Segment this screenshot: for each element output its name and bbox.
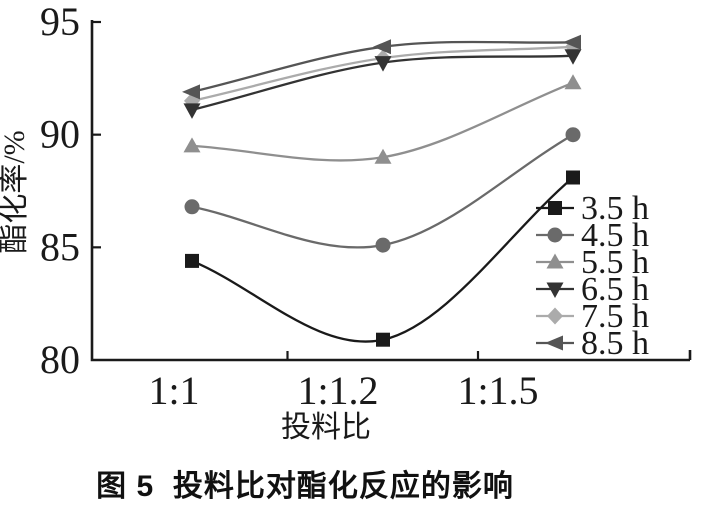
series-line-3.5-h — [191, 176, 574, 343]
legend-label: 8.5 h — [581, 325, 649, 362]
legend-item: 8.5 h — [536, 325, 649, 362]
legend-item: 5.5 h — [536, 244, 649, 281]
y-tick-label: 95 — [40, 0, 80, 44]
y-axis-title: 酯化率/% — [0, 130, 31, 253]
legend-label: 7.5 h — [581, 298, 649, 335]
data-point-8.5-h — [563, 34, 581, 50]
data-point-8.5-h — [182, 84, 200, 100]
legend: 3.5 h4.5 h5.5 h6.5 h7.5 h8.5 h — [536, 190, 649, 362]
legend-marker-arrow-left — [545, 335, 563, 351]
data-point-6.5-h — [374, 56, 392, 72]
data-point-3.5-h — [376, 332, 390, 347]
legend-label: 4.5 h — [581, 217, 649, 254]
y-tick-label: 90 — [40, 112, 80, 157]
data-point-3.5-h — [185, 253, 199, 268]
data-point-5.5-h — [374, 148, 392, 164]
figure-caption: 图 5 投料比对酯化反应的影响 — [96, 470, 514, 503]
y-tick-label: 80 — [40, 337, 80, 382]
legend-marker-square — [548, 201, 562, 215]
legend-marker-diamond — [547, 307, 563, 325]
legend-item: 7.5 h — [536, 298, 649, 335]
x-tick-label: 1:1 — [148, 368, 199, 413]
legend-item: 3.5 h — [536, 190, 649, 227]
x-tick-label: 1:1.5 — [457, 368, 538, 413]
legend-marker-triangle-up — [546, 253, 564, 269]
data-point-5.5-h — [564, 74, 582, 90]
data-point-6.5-h — [183, 103, 201, 119]
data-point-3.5-h — [566, 170, 580, 185]
y-tick-label: 85 — [40, 224, 80, 269]
x-tick-label: 1:1.2 — [297, 368, 378, 413]
legend-marker-triangle-down — [546, 282, 564, 298]
legend-item: 4.5 h — [536, 217, 649, 254]
data-point-4.5-h — [375, 237, 391, 253]
data-point-5.5-h — [183, 137, 201, 153]
data-point-4.5-h — [565, 127, 581, 143]
legend-label: 3.5 h — [581, 190, 649, 227]
axes-spines — [90, 20, 690, 362]
x-axis-title: 投料比 — [281, 411, 371, 444]
legend-label: 5.5 h — [581, 244, 649, 281]
legend-label: 6.5 h — [581, 271, 649, 308]
legend-item: 6.5 h — [536, 271, 649, 308]
data-point-8.5-h — [373, 39, 391, 55]
data-point-6.5-h — [564, 49, 582, 65]
legend-marker-circle — [547, 227, 563, 243]
data-point-4.5-h — [184, 199, 200, 215]
chart-svg: 95 90 85 80 1:1 1:1.2 1:1.5 投料比 酯化率/% 3.5 h4.5 h5… — [0, 0, 692, 444]
